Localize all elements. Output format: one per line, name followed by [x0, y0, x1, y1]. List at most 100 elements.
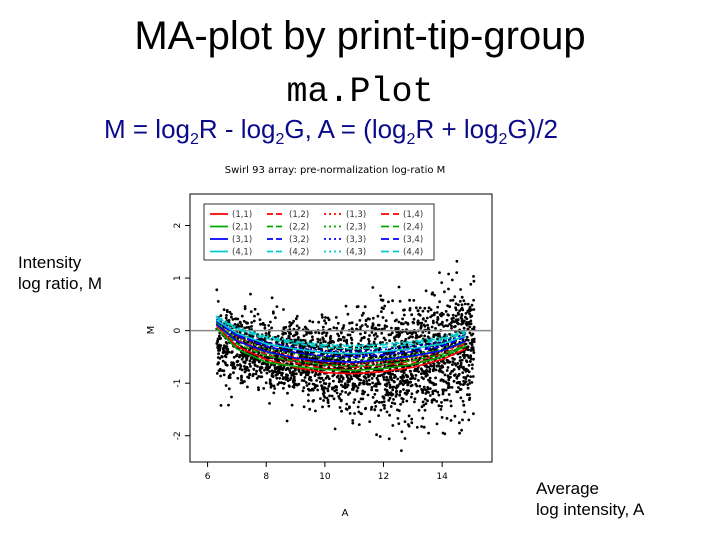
scatter-point: [348, 377, 352, 381]
series-line: [216, 315, 466, 347]
scatter-point: [326, 374, 329, 378]
legend-label: (4,1): [232, 248, 252, 258]
scatter-point: [230, 350, 234, 354]
scatter-point: [440, 314, 443, 318]
scatter-point: [220, 355, 224, 359]
scatter-point: [459, 382, 462, 386]
scatter-point: [441, 365, 445, 369]
scatter-point: [397, 285, 401, 289]
scatter-point: [450, 326, 453, 330]
scatter-point: [257, 375, 260, 378]
scatter-point: [290, 403, 294, 407]
scatter-point: [357, 423, 361, 426]
scatter-point: [301, 389, 305, 393]
scatter-point: [429, 364, 433, 367]
scatter-point: [405, 389, 409, 392]
slide-title: MA-plot by print-tip-group: [134, 14, 586, 58]
scatter-point: [247, 369, 251, 372]
scatter-point: [436, 305, 440, 309]
scatter-point: [397, 345, 400, 349]
slide-subtitle: ma.Plot: [286, 72, 434, 112]
scatter-point: [392, 385, 396, 389]
scatter-point: [396, 326, 400, 330]
scatter-point: [385, 388, 389, 392]
scatter-point: [396, 417, 400, 420]
scatter-point: [392, 398, 395, 401]
scatter-point: [405, 375, 409, 379]
legend-label: (1,4): [403, 210, 423, 220]
scatter-point: [385, 378, 388, 382]
scatter-point: [300, 371, 304, 375]
scatter-point: [414, 374, 418, 377]
scatter-point: [434, 389, 437, 393]
scatter-point: [230, 363, 233, 367]
scatter-point: [409, 372, 413, 376]
scatter-point: [436, 390, 440, 394]
scatter-point: [419, 325, 423, 329]
scatter-point: [371, 286, 375, 289]
scatter-point: [414, 331, 418, 335]
scatter-point: [455, 259, 459, 263]
scatter-point: [434, 383, 438, 386]
scatter-point: [355, 323, 359, 327]
scatter-point: [382, 403, 385, 407]
scatter-point: [322, 337, 325, 341]
scatter-point: [458, 359, 462, 362]
scatter-point: [219, 374, 222, 378]
scatter-point: [367, 337, 370, 341]
scatter-point: [447, 313, 450, 317]
scatter-point: [452, 316, 455, 320]
scatter-point: [455, 320, 459, 324]
scatter-point: [316, 373, 320, 376]
scatter-point: [449, 399, 453, 403]
scatter-point: [235, 354, 238, 358]
scatter-point: [395, 386, 399, 389]
scatter-point: [250, 321, 254, 324]
scatter-point: [302, 386, 306, 390]
scatter-point: [338, 380, 341, 383]
scatter-point: [391, 299, 394, 303]
scatter-point: [327, 384, 331, 388]
scatter-point: [370, 331, 374, 334]
scatter-point: [230, 361, 233, 364]
scatter-point: [416, 389, 420, 393]
scatter-point: [329, 334, 333, 338]
scatter-point: [323, 319, 326, 322]
scatter-point: [284, 332, 287, 335]
scatter-point: [392, 379, 396, 383]
scatter-point: [217, 349, 220, 352]
scatter-point: [217, 352, 220, 356]
scatter-point: [440, 404, 443, 408]
scatter-point: [328, 382, 331, 386]
scatter-point: [284, 351, 288, 354]
series-line: [215, 319, 466, 366]
scatter-point: [338, 397, 341, 400]
scatter-point: [370, 326, 374, 330]
scatter-point: [227, 319, 231, 322]
scatter-point: [432, 364, 436, 368]
scatter-point: [422, 371, 426, 375]
series-line: [216, 316, 466, 348]
scatter-point: [289, 332, 292, 336]
scatter-point: [443, 351, 447, 354]
scatter-point: [401, 317, 404, 321]
scatter-point: [472, 340, 476, 344]
scatter-point: [305, 333, 308, 336]
scatter-point: [427, 365, 431, 369]
scatter-point: [332, 355, 335, 358]
scatter-point: [466, 368, 469, 372]
scatter-point: [249, 310, 253, 313]
scatter-point: [224, 384, 228, 387]
scatter-point: [470, 381, 474, 384]
scatter-point: [395, 389, 398, 393]
scatter-point: [382, 375, 385, 379]
scatter-point: [472, 275, 475, 278]
legend-label: (1,1): [232, 210, 252, 220]
scatter-point: [327, 377, 331, 381]
scatter-point: [312, 346, 316, 350]
scatter-point: [256, 365, 259, 368]
scatter-point: [324, 316, 327, 319]
scatter-point: [450, 278, 454, 282]
legend-label: (4,3): [346, 248, 366, 258]
scatter-point: [447, 272, 450, 276]
